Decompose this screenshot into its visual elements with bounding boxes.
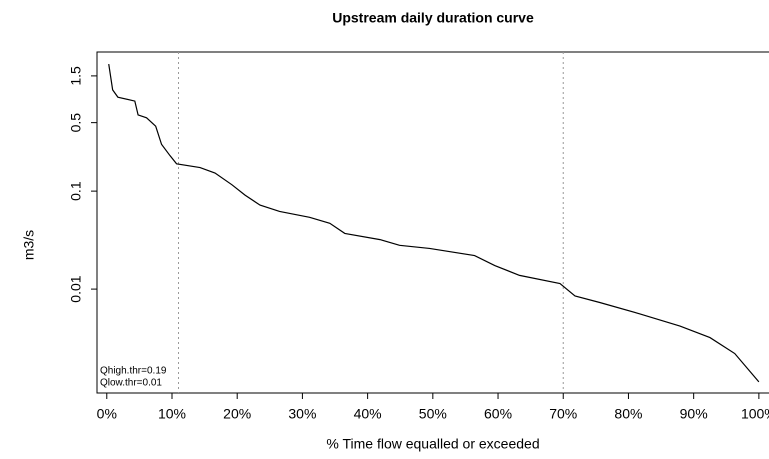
chart-title: Upstream daily duration curve bbox=[332, 10, 534, 26]
x-tick-label: 90% bbox=[680, 406, 708, 422]
x-tick-label: 50% bbox=[419, 406, 447, 422]
plot-frame bbox=[96, 51, 769, 394]
x-tick-label: 0% bbox=[97, 406, 117, 422]
x-tick-label: 60% bbox=[484, 406, 512, 422]
x-tick-label: 40% bbox=[354, 406, 382, 422]
x-tick-label: 100% bbox=[741, 406, 769, 422]
data-line bbox=[108, 63, 760, 383]
y-tick-label: 0.1 bbox=[68, 181, 84, 201]
x-tick-label: 20% bbox=[223, 406, 251, 422]
y-tick-label: 0.5 bbox=[68, 113, 84, 133]
x-tick-label: 70% bbox=[549, 406, 577, 422]
x-tick-label: 80% bbox=[614, 406, 642, 422]
y-tick-label: 0.01 bbox=[68, 275, 84, 302]
annotation: Qlow.thr=0.01 bbox=[100, 378, 162, 389]
y-axis-label: m3/s bbox=[21, 230, 37, 260]
x-axis-label: % Time flow equalled or exceeded bbox=[326, 436, 539, 452]
x-tick-label: 10% bbox=[158, 406, 186, 422]
x-tick-label: 30% bbox=[288, 406, 316, 422]
annotation: Qhigh.thr=0.19 bbox=[100, 366, 167, 377]
y-tick-label: 1.5 bbox=[68, 66, 84, 86]
